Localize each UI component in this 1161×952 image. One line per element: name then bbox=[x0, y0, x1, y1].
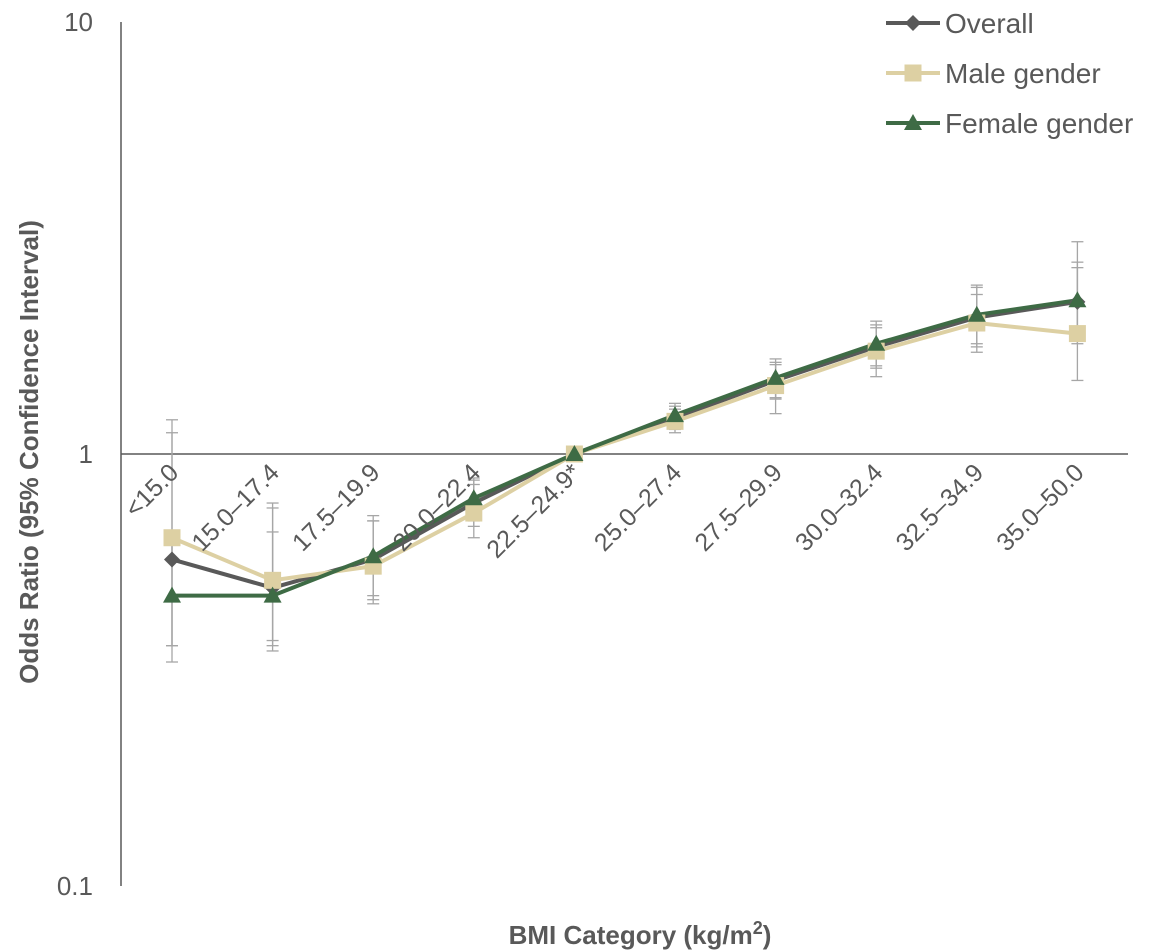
data-point-overall bbox=[164, 551, 180, 568]
legend-label: Female gender bbox=[945, 108, 1133, 139]
legend-label: Overall bbox=[945, 8, 1034, 39]
series-lines bbox=[171, 298, 1078, 598]
data-point-female-gender bbox=[867, 334, 886, 351]
x-axis-title-superscript: 2 bbox=[753, 918, 763, 938]
x-tick-labels: <15.0 15.0–17.4 17.5–19.9 20.0–22.422.5–24.… bbox=[120, 458, 1090, 564]
legend-item-female-gender: Female gender bbox=[886, 108, 1133, 139]
x-axis-title-main: BMI Category (kg/m bbox=[509, 920, 753, 950]
data-point-male-gender bbox=[163, 529, 181, 547]
data-point-female-gender bbox=[666, 406, 684, 423]
y-axis-title: Odds Ratio (95% Confidence Interval) bbox=[14, 220, 44, 684]
data-point-male-gender bbox=[1068, 325, 1086, 343]
x-tick-label: 17.5–19.9 bbox=[287, 458, 385, 556]
legend-label: Male gender bbox=[945, 58, 1101, 89]
legend: Overall Male gender Female gender bbox=[886, 8, 1133, 139]
data-point-female-gender bbox=[163, 586, 181, 603]
x-tick-label: 35.0–50.0 bbox=[991, 458, 1089, 556]
x-tick-label: <15.0 bbox=[120, 458, 185, 523]
x-tick-label: 30.0–32.4 bbox=[790, 458, 889, 557]
x-tick-label: 27.5–29.9 bbox=[689, 458, 787, 556]
legend-swatch-marker bbox=[905, 15, 921, 31]
axes: 10 1 0.1 bbox=[57, 7, 1128, 901]
data-point-male-gender bbox=[465, 504, 483, 522]
series-line-female-gender bbox=[172, 298, 1078, 598]
data-point-female-gender bbox=[464, 489, 483, 506]
x-tick-label: 25.0–27.4 bbox=[589, 458, 688, 557]
legend-item-male-gender: Male gender bbox=[886, 58, 1101, 89]
legend-swatch-marker bbox=[904, 64, 922, 82]
data-point-female-gender bbox=[364, 547, 383, 564]
series-markers bbox=[163, 291, 1087, 603]
x-axis-title: BMI Category (kg/m2) bbox=[509, 918, 772, 950]
data-point-female-gender bbox=[263, 586, 282, 603]
x-tick-label: 32.5–34.9 bbox=[891, 458, 989, 556]
data-point-female-gender bbox=[565, 445, 584, 461]
legend-item-overall: Overall bbox=[886, 8, 1034, 39]
legend-swatch-marker bbox=[904, 114, 922, 130]
y-tick-label: 1 bbox=[79, 439, 93, 469]
x-axis-title-close: ) bbox=[763, 920, 772, 950]
error-bars bbox=[166, 241, 1084, 663]
data-point-female-gender bbox=[766, 368, 785, 385]
data-point-female-gender bbox=[1068, 291, 1087, 308]
data-point-female-gender bbox=[967, 305, 986, 322]
data-point-male-gender bbox=[264, 571, 282, 589]
y-tick-label: 0.1 bbox=[57, 871, 93, 901]
y-tick-label: 10 bbox=[64, 7, 93, 37]
series-line-male-gender bbox=[171, 321, 1078, 583]
